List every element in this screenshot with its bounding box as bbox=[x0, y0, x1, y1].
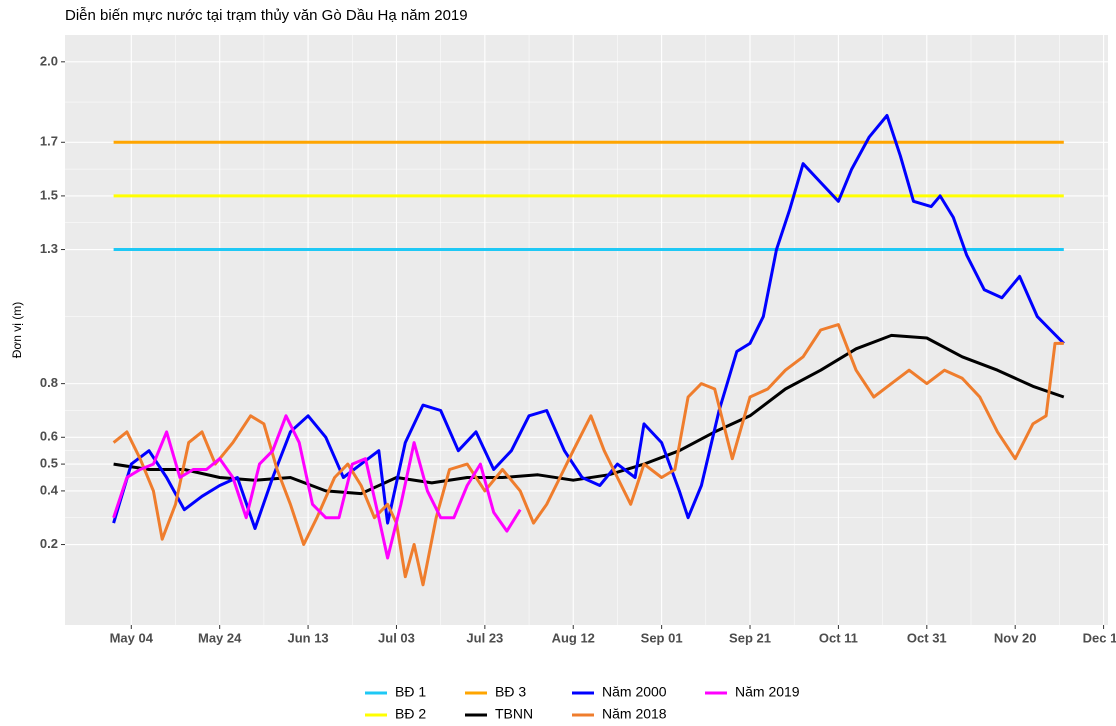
series-line bbox=[112, 414, 522, 560]
x-tick-label: Sep 21 bbox=[729, 630, 771, 645]
series-line bbox=[112, 114, 1065, 530]
y-tick-label: 0.5 bbox=[40, 456, 58, 471]
legend-label: BĐ 2 bbox=[395, 706, 426, 722]
legend-label: TBNN bbox=[495, 706, 533, 722]
x-tick-label: Jul 03 bbox=[378, 630, 415, 645]
x-tick-label: Jul 23 bbox=[466, 630, 503, 645]
y-tick-label: 0.2 bbox=[40, 536, 58, 551]
x-tick-label: Dec 10 bbox=[1083, 630, 1116, 645]
x-tick-label: Aug 12 bbox=[552, 630, 595, 645]
x-tick-label: Jun 13 bbox=[287, 630, 328, 645]
plot-background bbox=[65, 35, 1108, 625]
x-tick-label: Oct 11 bbox=[819, 630, 858, 645]
legend-label: Năm 2018 bbox=[602, 706, 667, 722]
x-tick-label: Oct 31 bbox=[907, 630, 947, 645]
y-tick-label: 0.4 bbox=[40, 482, 59, 497]
legend-label: BĐ 1 bbox=[395, 684, 426, 700]
y-axis-label: Đơn vị (m) bbox=[10, 302, 24, 359]
y-tick-label: 1.5 bbox=[40, 187, 58, 202]
x-tick-label: Sep 01 bbox=[641, 630, 683, 645]
y-tick-label: 2.0 bbox=[40, 53, 58, 68]
series-line bbox=[112, 323, 1064, 587]
y-tick-label: 1.7 bbox=[40, 134, 58, 149]
x-tick-label: Nov 20 bbox=[994, 630, 1037, 645]
legend-label: Năm 2000 bbox=[602, 684, 667, 700]
y-tick-label: 1.3 bbox=[40, 241, 58, 256]
chart-title: Diễn biến mực nước tại trạm thủy văn Gò … bbox=[65, 7, 468, 24]
y-tick-label: 0.6 bbox=[40, 429, 58, 444]
y-tick-label: 0.8 bbox=[40, 375, 58, 390]
x-tick-label: May 24 bbox=[198, 630, 242, 645]
legend-label: BĐ 3 bbox=[495, 684, 526, 700]
x-tick-label: May 04 bbox=[110, 630, 154, 645]
legend-label: Năm 2019 bbox=[735, 684, 800, 700]
